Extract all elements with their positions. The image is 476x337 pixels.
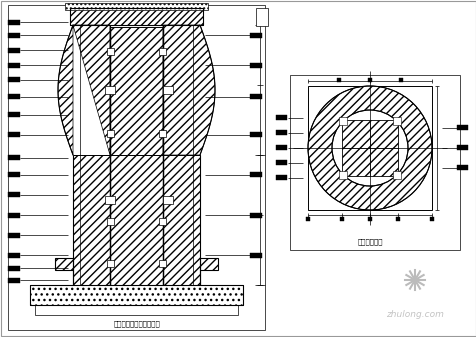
Bar xyxy=(276,176,287,181)
Bar xyxy=(249,32,261,37)
Bar xyxy=(8,173,20,178)
Bar xyxy=(276,160,287,165)
Polygon shape xyxy=(199,258,218,270)
Bar xyxy=(249,173,261,178)
Bar xyxy=(276,146,287,151)
Wedge shape xyxy=(307,86,431,210)
Bar xyxy=(276,116,287,121)
Bar xyxy=(249,213,261,217)
Bar xyxy=(8,5,265,330)
Bar xyxy=(429,217,433,221)
Bar xyxy=(367,217,371,221)
Bar xyxy=(70,8,203,25)
Bar xyxy=(8,252,20,257)
Bar xyxy=(456,125,467,130)
Bar xyxy=(289,75,459,250)
Bar xyxy=(249,252,261,257)
Polygon shape xyxy=(73,155,110,285)
Bar xyxy=(8,277,20,282)
Bar xyxy=(107,260,114,267)
Bar xyxy=(8,78,20,83)
Bar xyxy=(8,20,20,25)
Bar xyxy=(339,217,343,221)
Bar xyxy=(8,132,20,137)
Bar xyxy=(249,132,261,137)
Bar xyxy=(336,78,340,82)
Bar xyxy=(456,146,467,151)
Bar xyxy=(30,285,242,305)
Bar xyxy=(276,130,287,135)
Bar xyxy=(8,48,20,53)
Polygon shape xyxy=(58,25,110,155)
Bar xyxy=(8,32,20,37)
Bar xyxy=(163,86,173,94)
Bar xyxy=(159,260,166,267)
Bar xyxy=(159,218,166,225)
Polygon shape xyxy=(55,258,73,270)
Bar xyxy=(8,113,20,118)
Polygon shape xyxy=(163,155,199,285)
Bar xyxy=(249,62,261,67)
Bar xyxy=(392,171,400,179)
Bar xyxy=(256,8,268,26)
Text: 柱平面示意图: 柱平面示意图 xyxy=(357,238,382,245)
Bar xyxy=(249,94,261,99)
Bar xyxy=(456,165,467,171)
Bar xyxy=(392,117,400,125)
Bar xyxy=(8,62,20,67)
Bar xyxy=(159,48,166,55)
Bar xyxy=(107,48,114,55)
Bar xyxy=(338,171,347,179)
Bar xyxy=(163,196,173,204)
Polygon shape xyxy=(163,25,215,155)
Bar xyxy=(107,130,114,137)
Bar xyxy=(8,233,20,238)
Bar xyxy=(107,218,114,225)
Bar xyxy=(35,305,238,315)
Bar xyxy=(105,86,115,94)
Bar xyxy=(65,3,208,10)
Bar xyxy=(367,78,371,82)
Text: zhulong.com: zhulong.com xyxy=(385,310,443,319)
Bar xyxy=(105,196,115,204)
Text: 干挂石材方柱变圆柱节点: 干挂石材方柱变圆柱节点 xyxy=(113,320,160,327)
Bar xyxy=(395,217,399,221)
Bar xyxy=(306,217,309,221)
Bar xyxy=(8,94,20,99)
Bar xyxy=(8,192,20,197)
Bar xyxy=(307,86,431,210)
Bar xyxy=(8,155,20,160)
Bar xyxy=(341,120,397,176)
Bar xyxy=(159,130,166,137)
Bar xyxy=(338,117,347,125)
Bar xyxy=(8,266,20,271)
Bar xyxy=(398,78,402,82)
Bar xyxy=(8,213,20,217)
Bar xyxy=(110,27,163,285)
